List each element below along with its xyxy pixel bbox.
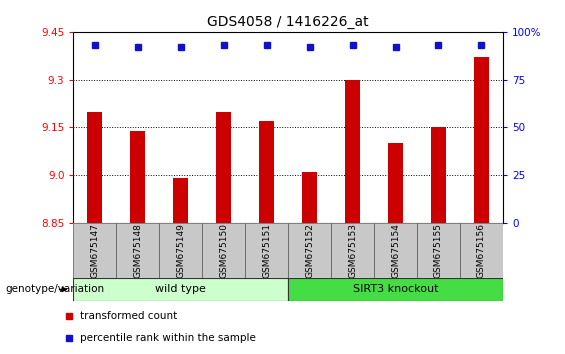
Bar bbox=[474, 57, 489, 223]
Bar bbox=[374, 223, 417, 278]
Bar bbox=[345, 80, 360, 223]
Text: GSM675148: GSM675148 bbox=[133, 223, 142, 278]
Bar bbox=[173, 178, 188, 223]
Bar bbox=[417, 223, 460, 278]
Text: GSM675155: GSM675155 bbox=[434, 223, 443, 278]
Bar bbox=[288, 278, 503, 301]
Bar bbox=[431, 127, 446, 223]
Text: transformed count: transformed count bbox=[80, 311, 177, 321]
Text: SIRT3 knockout: SIRT3 knockout bbox=[353, 284, 438, 295]
Bar bbox=[216, 112, 231, 223]
Bar bbox=[202, 223, 245, 278]
Bar bbox=[159, 223, 202, 278]
Text: percentile rank within the sample: percentile rank within the sample bbox=[80, 332, 255, 343]
Text: GSM675153: GSM675153 bbox=[348, 223, 357, 278]
Bar bbox=[73, 223, 116, 278]
Text: GSM675154: GSM675154 bbox=[391, 223, 400, 278]
Bar bbox=[460, 223, 503, 278]
Text: GSM675152: GSM675152 bbox=[305, 223, 314, 278]
Bar bbox=[331, 223, 374, 278]
Bar bbox=[288, 223, 331, 278]
Bar bbox=[88, 112, 102, 223]
Text: wild type: wild type bbox=[155, 284, 206, 295]
Text: GSM675156: GSM675156 bbox=[477, 223, 486, 278]
Bar bbox=[73, 278, 288, 301]
Bar bbox=[116, 223, 159, 278]
Bar bbox=[245, 223, 288, 278]
Text: GSM675151: GSM675151 bbox=[262, 223, 271, 278]
Text: GSM675147: GSM675147 bbox=[90, 223, 99, 278]
Bar bbox=[388, 143, 403, 223]
Text: genotype/variation: genotype/variation bbox=[6, 284, 105, 295]
Bar bbox=[259, 121, 274, 223]
Text: GSM675149: GSM675149 bbox=[176, 223, 185, 278]
Text: GSM675150: GSM675150 bbox=[219, 223, 228, 278]
Title: GDS4058 / 1416226_at: GDS4058 / 1416226_at bbox=[207, 16, 369, 29]
Bar bbox=[131, 131, 145, 223]
Bar bbox=[302, 172, 317, 223]
